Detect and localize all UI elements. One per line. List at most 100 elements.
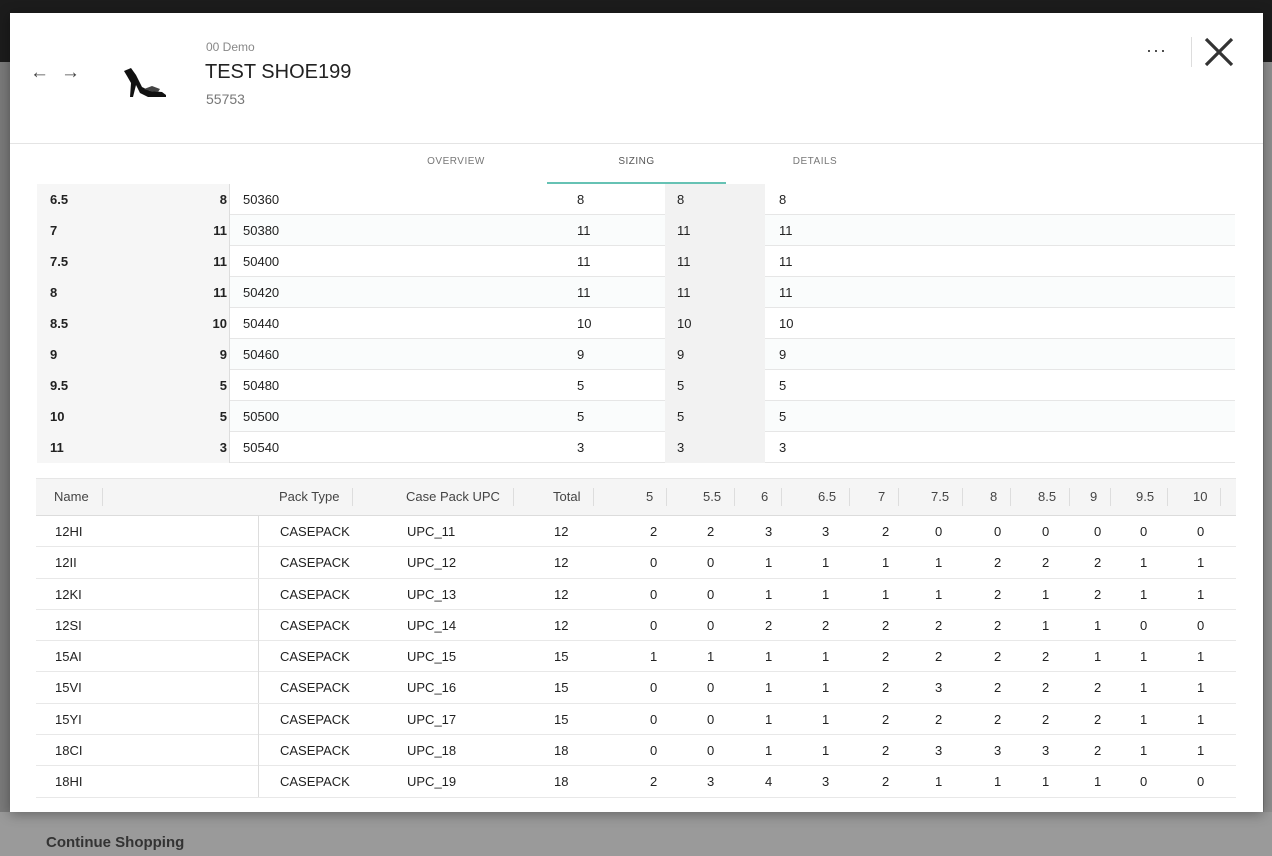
column-header[interactable]: 8.5	[1038, 479, 1071, 515]
column-header[interactable]: 9.5	[1136, 479, 1169, 515]
pack-cell: 0	[650, 711, 658, 727]
pack-cell: 0	[650, 586, 658, 602]
pack-cell: CASEPACK	[280, 743, 350, 759]
pack-cell: 1	[994, 774, 1002, 790]
pack-cell: 0	[1094, 524, 1102, 539]
pack-cell: 2	[765, 617, 773, 633]
size-qty-cell: 11	[213, 254, 227, 269]
column-header[interactable]: 5.5	[703, 479, 736, 515]
pack-cell: 1	[1197, 586, 1205, 602]
modal-header: ← → 00 Demo TEST SHOE199 55753 ···	[10, 13, 1263, 144]
pack-name-cell: 12II	[55, 555, 77, 571]
continue-shopping-label: Continue Shopping	[46, 834, 185, 851]
pack-name-cell: 12SI	[55, 617, 82, 633]
pack-cell: 2	[882, 524, 890, 539]
pack-cell: 0	[707, 680, 715, 696]
column-header[interactable]: 7	[878, 479, 900, 515]
pack-cell: 1	[1140, 649, 1148, 665]
pack-row: 12SI CASEPACK UPC_14 12 0 0 2 2 2 2 2 1 1 0 0	[36, 609, 1236, 642]
column-header[interactable]: 10	[1193, 479, 1223, 515]
size-col-c-cell: 3	[779, 440, 787, 455]
pack-cell: CASEPACK	[280, 774, 350, 790]
column-header[interactable]: 5	[646, 479, 668, 515]
pack-row: 18HI CASEPACK UPC_19 18 2 3 4 3 2 1 1 1 1 0 0	[36, 766, 1236, 798]
next-arrow-icon[interactable]: →	[61, 62, 80, 83]
size-col-b-cell: 10	[665, 308, 765, 339]
size-qty-cell: 8	[219, 192, 227, 207]
pack-cell: 0	[707, 617, 715, 633]
pack-cell: 12	[554, 586, 569, 602]
size-column-divider	[229, 308, 230, 339]
pack-cell: 0	[1197, 617, 1205, 633]
column-header[interactable]: 8	[990, 479, 1012, 515]
tab-overview[interactable]: OVERVIEW	[427, 156, 485, 167]
pack-cell: CASEPACK	[280, 680, 350, 696]
size-col-c-cell: 11	[779, 223, 793, 238]
pack-cell: 0	[707, 555, 715, 571]
pack-cell: 0	[650, 555, 658, 571]
size-row: 9 9 50460 9 9 9	[37, 339, 1235, 370]
pack-cell: 1	[765, 586, 773, 602]
pack-cell: 2	[650, 774, 658, 790]
pack-cell: 12	[554, 524, 569, 539]
size-upc-cell: 50420	[243, 285, 280, 300]
prev-arrow-icon[interactable]: ←	[30, 62, 49, 83]
size-upc-cell: 50480	[243, 378, 280, 393]
pack-name-cell: 15VI	[55, 680, 82, 696]
pack-cell: 2	[994, 617, 1002, 633]
size-upc-cell: 50540	[243, 440, 280, 455]
column-header[interactable]: 9	[1090, 479, 1112, 515]
column-header[interactable]: 7.5	[931, 479, 964, 515]
more-options-icon[interactable]: ···	[1146, 40, 1167, 60]
pack-cell: 1	[1140, 555, 1148, 571]
pack-cell: 1	[765, 711, 773, 727]
pack-cell: UPC_17	[407, 711, 457, 727]
column-header[interactable]: 6	[761, 479, 783, 515]
column-header[interactable]: Total	[553, 479, 596, 515]
size-qty-cell: 5	[219, 409, 227, 424]
column-header[interactable]: Name	[54, 479, 103, 515]
name-column-divider	[258, 641, 259, 673]
pack-cell: 1	[1042, 774, 1050, 790]
size-col-c-cell: 11	[779, 285, 793, 300]
pack-cell: 1	[1140, 586, 1148, 602]
pack-cell: 1	[1042, 586, 1050, 602]
tab-details[interactable]: DETAILS	[792, 156, 838, 167]
pack-cell: 1	[1197, 711, 1205, 727]
size-cell: 10	[37, 401, 229, 432]
close-icon[interactable]	[1202, 35, 1236, 69]
pack-row: 15VI CASEPACK UPC_16 15 0 0 1 1 2 3 2 2 2 1 1	[36, 672, 1236, 704]
pack-row: 15AI CASEPACK UPC_15 15 1 1 1 1 2 2 2 2 1 1 1	[36, 641, 1236, 673]
pack-cell: 1	[1197, 555, 1205, 571]
size-qty-cell: 3	[219, 440, 227, 455]
tab-sizing[interactable]: SIZING	[547, 156, 726, 184]
column-header[interactable]: Case Pack UPC	[406, 479, 514, 515]
pack-cell: CASEPACK	[280, 586, 350, 602]
pack-cell: 3	[1042, 743, 1050, 759]
pack-cell: 3	[935, 743, 943, 759]
pack-cell: 0	[650, 743, 658, 759]
size-column-divider	[229, 184, 230, 215]
column-header[interactable]: 6.5	[818, 479, 851, 515]
pack-row: 12II CASEPACK UPC_12 12 0 0 1 1 1 1 2 2 2 1 1	[36, 547, 1236, 579]
product-code: 55753	[206, 91, 245, 107]
name-column-divider	[258, 703, 259, 735]
pack-cell: 1	[882, 586, 890, 602]
size-cell: 6.5	[37, 184, 229, 215]
column-header[interactable]: Pack Type	[279, 479, 355, 515]
pack-cell: 18	[554, 774, 569, 790]
pack-cell: 2	[822, 617, 830, 633]
pack-cell: UPC_16	[407, 680, 457, 696]
pack-cell: 2	[1042, 711, 1050, 727]
pack-cell: 3	[994, 743, 1002, 759]
pack-cell: 0	[650, 680, 658, 696]
size-col-b-cell: 5	[665, 370, 765, 401]
size-upc-cell: 50440	[243, 316, 280, 331]
pack-cell: 12	[554, 555, 569, 571]
size-column-divider	[229, 401, 230, 432]
pack-cell: 0	[1042, 524, 1050, 539]
pack-row: 12HI CASEPACK UPC_11 12 2 2 3 3 2 0 0 0 0 0 0	[36, 516, 1236, 548]
pack-cell: 1	[1197, 680, 1205, 696]
size-col-c-cell: 10	[779, 316, 794, 331]
pack-name-cell: 18HI	[55, 774, 83, 790]
